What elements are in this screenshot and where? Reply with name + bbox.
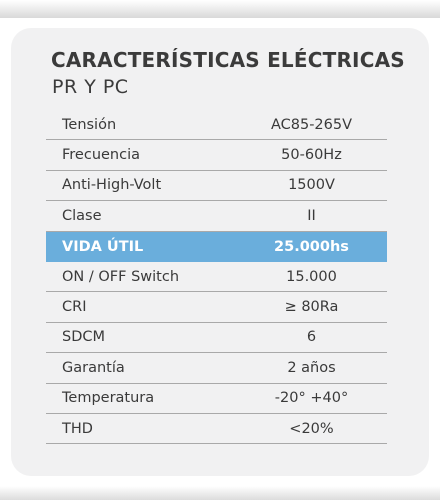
spec-value: 1500V bbox=[288, 177, 335, 194]
spec-value: 15.000 bbox=[286, 268, 337, 285]
spec-row-tension: Tensión AC85-265V bbox=[46, 110, 387, 141]
spec-value: 6 bbox=[306, 329, 317, 346]
page-title: CARACTERÍSTICAS ELÉCTRICAS bbox=[51, 48, 405, 72]
spec-label: Frecuencia bbox=[62, 147, 141, 164]
spec-row-cri: CRI ≥ 80Ra bbox=[46, 292, 387, 323]
spec-value: -20° +40° bbox=[274, 390, 349, 407]
spec-row-vida-util: VIDA ÚTIL 25.000hs bbox=[46, 231, 387, 262]
spec-value: 25.000hs bbox=[274, 238, 349, 255]
spec-value: 50-60Hz bbox=[281, 147, 342, 164]
spec-label: SDCM bbox=[62, 329, 106, 346]
spec-value: AC85-265V bbox=[270, 116, 353, 133]
spec-label: Anti-High-Volt bbox=[62, 177, 162, 194]
page-subtitle: PR Y PC bbox=[52, 76, 129, 98]
spec-value: <20% bbox=[289, 420, 334, 437]
spec-row-sdcm: SDCM 6 bbox=[46, 323, 387, 354]
spec-row-thd: THD <20% bbox=[46, 414, 387, 445]
spec-label: VIDA ÚTIL bbox=[62, 238, 144, 255]
spec-row-garantia: Garantía 2 años bbox=[46, 353, 387, 384]
spec-row-frecuencia: Frecuencia 50-60Hz bbox=[46, 140, 387, 171]
spec-row-clase: Clase II bbox=[46, 201, 387, 232]
spec-row-temperatura: Temperatura -20° +40° bbox=[46, 384, 387, 414]
spec-label: ON / OFF Switch bbox=[62, 268, 180, 285]
top-shadow-band bbox=[0, 0, 440, 18]
spec-value: ≥ 80Ra bbox=[284, 299, 339, 316]
spec-row-anti-high-volt: Anti-High-Volt 1500V bbox=[46, 171, 387, 202]
bottom-shadow-band bbox=[0, 486, 440, 500]
spec-value: 2 años bbox=[287, 359, 336, 376]
spec-value: II bbox=[307, 207, 316, 224]
spec-label: THD bbox=[62, 420, 93, 437]
spec-row-on-off-switch: ON / OFF Switch 15.000 bbox=[46, 262, 387, 293]
spec-table: Tensión AC85-265V Frecuencia 50-60Hz Ant… bbox=[46, 110, 387, 445]
spec-label: Temperatura bbox=[62, 390, 155, 407]
spec-label: CRI bbox=[62, 299, 87, 316]
spec-label: Garantía bbox=[62, 359, 125, 376]
spec-label: Tensión bbox=[62, 116, 117, 133]
spec-label: Clase bbox=[62, 207, 102, 224]
